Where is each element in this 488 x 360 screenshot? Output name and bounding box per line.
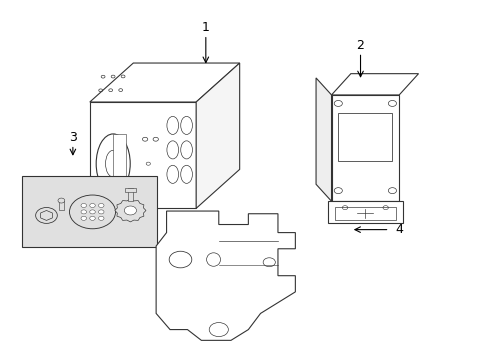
- Circle shape: [209, 323, 228, 337]
- Polygon shape: [125, 188, 136, 192]
- Bar: [334, 207, 395, 220]
- Circle shape: [90, 216, 95, 220]
- Ellipse shape: [96, 134, 130, 193]
- Polygon shape: [331, 74, 418, 95]
- Circle shape: [90, 203, 95, 207]
- Circle shape: [90, 210, 95, 214]
- Circle shape: [124, 206, 136, 215]
- Polygon shape: [331, 95, 398, 201]
- Circle shape: [98, 216, 104, 220]
- Bar: [127, 188, 133, 201]
- Circle shape: [98, 210, 104, 214]
- Bar: [338, 113, 392, 161]
- Bar: [113, 134, 126, 193]
- Circle shape: [81, 216, 86, 220]
- Polygon shape: [115, 199, 146, 222]
- Ellipse shape: [206, 253, 220, 266]
- Circle shape: [69, 195, 115, 229]
- Bar: [134, 208, 149, 213]
- Bar: [327, 201, 402, 222]
- Circle shape: [98, 203, 104, 207]
- Bar: [22, 176, 157, 247]
- Polygon shape: [156, 211, 295, 340]
- Bar: [59, 201, 64, 211]
- Polygon shape: [90, 63, 239, 102]
- Circle shape: [81, 203, 86, 207]
- Polygon shape: [90, 102, 196, 208]
- Circle shape: [58, 198, 64, 203]
- Text: 2: 2: [356, 39, 364, 52]
- Polygon shape: [315, 78, 331, 201]
- Circle shape: [81, 210, 86, 214]
- Polygon shape: [41, 211, 52, 220]
- Circle shape: [169, 251, 191, 268]
- Circle shape: [36, 207, 57, 224]
- Text: 3: 3: [69, 131, 77, 144]
- Text: 1: 1: [202, 21, 209, 34]
- Text: 4: 4: [394, 223, 402, 236]
- Polygon shape: [196, 63, 239, 208]
